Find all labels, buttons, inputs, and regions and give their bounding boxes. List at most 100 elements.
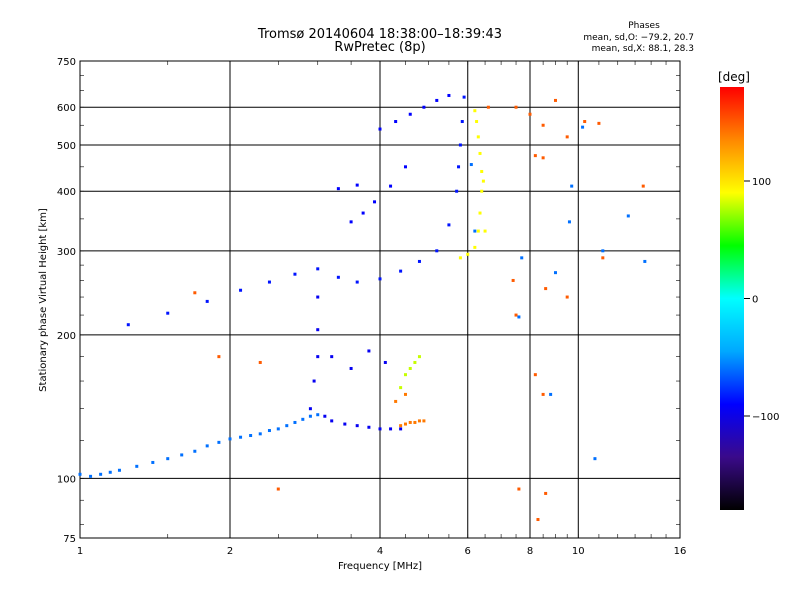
y-tick-label: 100 bbox=[57, 474, 76, 485]
x-tick-label: 2 bbox=[227, 546, 233, 557]
data-point bbox=[520, 256, 524, 260]
stats-line-o: mean, sd,O: −79.2, 20.7 bbox=[583, 33, 694, 43]
data-point bbox=[473, 245, 477, 249]
data-point bbox=[435, 98, 439, 102]
data-point bbox=[285, 424, 289, 428]
data-point bbox=[316, 328, 320, 332]
data-point bbox=[394, 399, 398, 403]
data-point bbox=[511, 278, 515, 282]
data-point bbox=[567, 220, 571, 224]
data-point bbox=[276, 427, 280, 431]
data-point bbox=[355, 280, 359, 284]
data-point bbox=[514, 105, 518, 109]
colorbar-gradient bbox=[720, 87, 744, 510]
data-point bbox=[480, 189, 484, 193]
data-point bbox=[597, 121, 601, 125]
data-point bbox=[239, 435, 243, 439]
data-point bbox=[565, 135, 569, 139]
y-tick-label: 300 bbox=[57, 247, 76, 258]
colorbar-tick-label: −100 bbox=[752, 412, 779, 423]
data-point bbox=[528, 112, 532, 116]
data-point bbox=[476, 135, 480, 139]
y-tick-label: 500 bbox=[57, 141, 76, 152]
data-point bbox=[355, 183, 359, 187]
x-tick-label: 16 bbox=[674, 546, 687, 557]
y-axis-label: Stationary phase Virtual Height [km] bbox=[38, 208, 49, 392]
data-point bbox=[349, 220, 353, 224]
data-point bbox=[593, 457, 597, 461]
chart-title: Tromsø 20140604 18:38:00–18:39:43 bbox=[257, 27, 502, 42]
data-point bbox=[422, 419, 426, 423]
data-point bbox=[466, 252, 470, 256]
data-point bbox=[228, 437, 232, 441]
data-point bbox=[422, 105, 426, 109]
x-tick-label: 8 bbox=[527, 546, 533, 557]
data-point bbox=[541, 123, 545, 127]
data-point bbox=[394, 120, 398, 124]
data-point bbox=[258, 360, 262, 364]
data-point bbox=[336, 275, 340, 279]
data-point bbox=[473, 229, 477, 233]
x-axis-label: Frequency [MHz] bbox=[338, 561, 422, 572]
data-point bbox=[641, 184, 645, 188]
data-point bbox=[481, 179, 485, 183]
data-point bbox=[323, 414, 327, 418]
data-point bbox=[367, 425, 371, 429]
y-tick-label: 400 bbox=[57, 187, 76, 198]
chart-subtitle: RwPretec (8p) bbox=[334, 40, 425, 55]
data-point bbox=[413, 360, 417, 364]
data-point bbox=[469, 163, 473, 167]
data-point bbox=[417, 355, 421, 359]
data-point bbox=[399, 386, 403, 390]
data-point bbox=[249, 434, 253, 438]
data-point bbox=[267, 429, 271, 433]
data-points bbox=[78, 93, 647, 522]
data-point bbox=[478, 211, 482, 215]
data-point bbox=[361, 211, 365, 215]
data-point bbox=[553, 98, 557, 102]
data-point bbox=[435, 249, 439, 253]
data-point bbox=[217, 440, 221, 444]
data-point bbox=[373, 200, 377, 204]
data-point bbox=[108, 470, 112, 474]
data-point bbox=[217, 355, 221, 359]
data-point bbox=[316, 267, 320, 271]
data-point bbox=[417, 419, 421, 423]
data-point bbox=[312, 379, 316, 383]
data-point bbox=[460, 120, 464, 124]
y-axis-ticks: 75 100 200 300 400 500 600 750 bbox=[57, 57, 680, 545]
data-point bbox=[517, 487, 521, 491]
data-point bbox=[89, 474, 93, 478]
data-point bbox=[455, 189, 459, 193]
data-point bbox=[403, 165, 407, 169]
data-point bbox=[408, 112, 412, 116]
data-point bbox=[541, 156, 545, 160]
data-point bbox=[483, 229, 487, 233]
x-tick-label: 1 bbox=[77, 546, 83, 557]
data-point bbox=[643, 259, 647, 263]
data-point bbox=[378, 277, 382, 281]
y-tick-label: 75 bbox=[63, 534, 76, 545]
data-point bbox=[378, 427, 382, 431]
data-point bbox=[166, 311, 170, 315]
data-point bbox=[570, 184, 574, 188]
data-point bbox=[205, 299, 209, 303]
data-point bbox=[349, 366, 353, 370]
data-point bbox=[478, 151, 482, 155]
data-point bbox=[308, 414, 312, 418]
data-point bbox=[205, 444, 209, 448]
y-tick-label: 750 bbox=[57, 57, 76, 68]
data-point bbox=[583, 120, 587, 124]
data-point bbox=[553, 271, 557, 275]
data-point bbox=[533, 373, 537, 377]
data-point bbox=[316, 295, 320, 299]
phase-colorbar: [deg] 100 0 −100 bbox=[718, 70, 779, 510]
grid-lines bbox=[80, 61, 680, 538]
data-point bbox=[239, 288, 243, 292]
data-point bbox=[458, 256, 462, 260]
data-point bbox=[193, 291, 197, 295]
data-point bbox=[447, 93, 451, 97]
data-point bbox=[330, 355, 334, 359]
data-point bbox=[533, 154, 537, 158]
